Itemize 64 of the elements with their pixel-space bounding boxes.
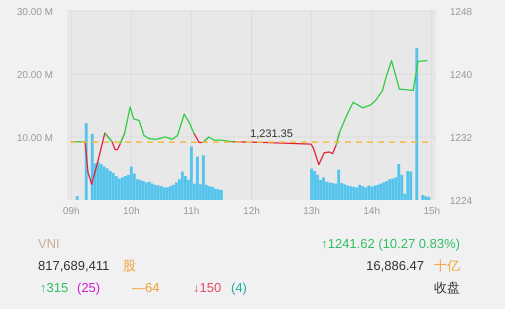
bar: [313, 171, 316, 200]
bar: [208, 186, 211, 200]
text: ↓150: [193, 280, 222, 295]
ref-line-label: 1,231.35: [250, 128, 293, 140]
bar: [310, 168, 314, 200]
text: 收盘: [434, 280, 460, 295]
y-tick-label: 30.00 M: [16, 7, 53, 18]
text: ↑315: [40, 280, 68, 295]
x-tick-label: 12h: [243, 206, 260, 217]
bar: [331, 182, 334, 200]
x-tick-label: 13h: [303, 206, 320, 217]
text: 817,689,411: [38, 258, 110, 273]
bar: [148, 182, 151, 200]
bar: [328, 182, 332, 200]
bar: [343, 184, 346, 200]
bar: [160, 186, 163, 200]
bar: [424, 196, 428, 200]
bar: [180, 172, 184, 200]
text: 十亿: [434, 258, 460, 273]
bar: [196, 156, 199, 200]
bar: [162, 187, 166, 200]
bar: [174, 182, 178, 200]
y-tick-label: 20.00 M: [16, 70, 53, 81]
bar: [325, 182, 328, 200]
bar: [144, 182, 148, 200]
bar: [352, 186, 356, 200]
y2-tick-label: 1248: [450, 7, 473, 18]
bar: [355, 187, 358, 200]
y2-tick-label: 1240: [450, 70, 473, 81]
bar: [217, 189, 220, 200]
text: 16,886.47: [366, 258, 424, 273]
y-tick-label: 10.00 M: [16, 133, 53, 144]
x-tick-label: 14h: [363, 206, 380, 217]
bar: [166, 187, 169, 200]
bar: [76, 196, 79, 200]
bar: [214, 188, 217, 200]
x-tick-label: 09h: [62, 206, 80, 217]
x-tick-label: 11h: [183, 206, 200, 217]
bar: [346, 186, 350, 200]
bar: [202, 155, 205, 200]
text: VNI: [38, 236, 60, 251]
bar: [142, 181, 145, 200]
bar: [211, 186, 214, 200]
bar: [322, 177, 326, 200]
text: (25): [77, 280, 100, 295]
bar: [349, 186, 352, 200]
bar: [150, 184, 154, 200]
y2-tick-label: 1224: [450, 196, 473, 207]
bar: [172, 184, 175, 200]
bar: [154, 184, 157, 200]
text: 股: [123, 258, 136, 273]
y2-tick-label: 1232: [450, 133, 473, 144]
bar: [358, 184, 362, 200]
text: (4): [231, 280, 247, 295]
x-tick-label: 10h: [122, 206, 140, 217]
bar: [156, 186, 160, 200]
text: —64: [132, 280, 160, 295]
bar: [220, 190, 223, 200]
bar: [337, 170, 340, 200]
x-tick-label: 15h: [423, 206, 440, 217]
text: ↑1241.62 (10.27 0.83%): [321, 236, 460, 251]
bar: [190, 146, 193, 200]
bar: [316, 174, 320, 200]
bar: [168, 186, 172, 200]
